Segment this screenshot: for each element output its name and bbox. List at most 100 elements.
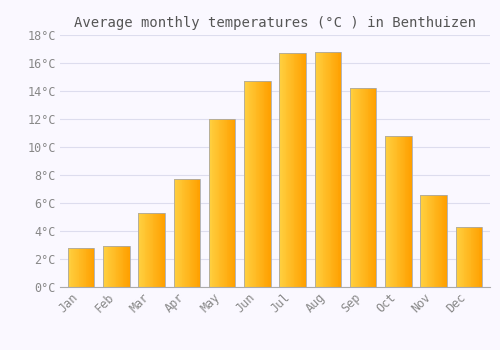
Bar [357,88,358,287]
Bar [333,52,334,287]
Bar [355,88,356,287]
Bar [228,119,229,287]
Bar [163,213,164,287]
Bar [128,246,130,287]
Bar [371,88,372,287]
Bar [294,53,296,287]
Bar [297,53,298,287]
Bar [304,53,305,287]
Bar [330,52,332,287]
Bar [385,136,411,287]
Bar [327,52,328,287]
Bar [351,88,352,287]
Bar [103,246,104,287]
Bar [125,246,126,287]
Bar [461,227,462,287]
Bar [144,213,146,287]
Bar [113,246,114,287]
Bar [256,81,258,287]
Bar [362,88,363,287]
Bar [322,52,324,287]
Bar [440,195,442,287]
Bar [458,227,459,287]
Bar [234,119,236,287]
Bar [399,136,400,287]
Bar [190,179,192,287]
Bar [439,195,440,287]
Bar [404,136,406,287]
Bar [154,213,155,287]
Bar [324,52,325,287]
Bar [267,81,268,287]
Bar [462,227,464,287]
Bar [126,246,127,287]
Bar [78,248,80,287]
Bar [88,248,89,287]
Bar [254,81,256,287]
Bar [398,136,399,287]
Bar [321,52,322,287]
Bar [73,248,74,287]
Bar [160,213,162,287]
Bar [403,136,404,287]
Bar [187,179,188,287]
Bar [89,248,90,287]
Bar [393,136,394,287]
Bar [246,81,247,287]
Bar [283,53,284,287]
Bar [328,52,329,287]
Bar [318,52,319,287]
Bar [356,88,357,287]
Bar [284,53,286,287]
Bar [372,88,373,287]
Bar [266,81,267,287]
Bar [363,88,364,287]
Bar [286,53,288,287]
Bar [407,136,408,287]
Bar [209,119,236,287]
Bar [138,213,165,287]
Bar [444,195,445,287]
Bar [300,53,302,287]
Bar [401,136,402,287]
Bar [152,213,154,287]
Bar [316,52,318,287]
Bar [400,136,401,287]
Bar [425,195,426,287]
Bar [247,81,248,287]
Bar [120,246,121,287]
Bar [392,136,393,287]
Bar [188,179,190,287]
Bar [326,52,327,287]
Bar [143,213,144,287]
Bar [338,52,340,287]
Bar [290,53,291,287]
Bar [150,213,151,287]
Bar [124,246,125,287]
Bar [68,248,69,287]
Bar [472,227,474,287]
Bar [469,227,470,287]
Bar [179,179,180,287]
Bar [354,88,355,287]
Bar [217,119,218,287]
Bar [174,179,200,287]
Bar [86,248,88,287]
Bar [76,248,78,287]
Bar [299,53,300,287]
Bar [103,246,130,287]
Bar [409,136,410,287]
Bar [140,213,141,287]
Bar [210,119,212,287]
Bar [475,227,476,287]
Bar [298,53,299,287]
Bar [231,119,232,287]
Bar [185,179,186,287]
Bar [262,81,264,287]
Bar [162,213,163,287]
Bar [460,227,461,287]
Bar [230,119,231,287]
Bar [314,52,341,287]
Bar [119,246,120,287]
Bar [226,119,228,287]
